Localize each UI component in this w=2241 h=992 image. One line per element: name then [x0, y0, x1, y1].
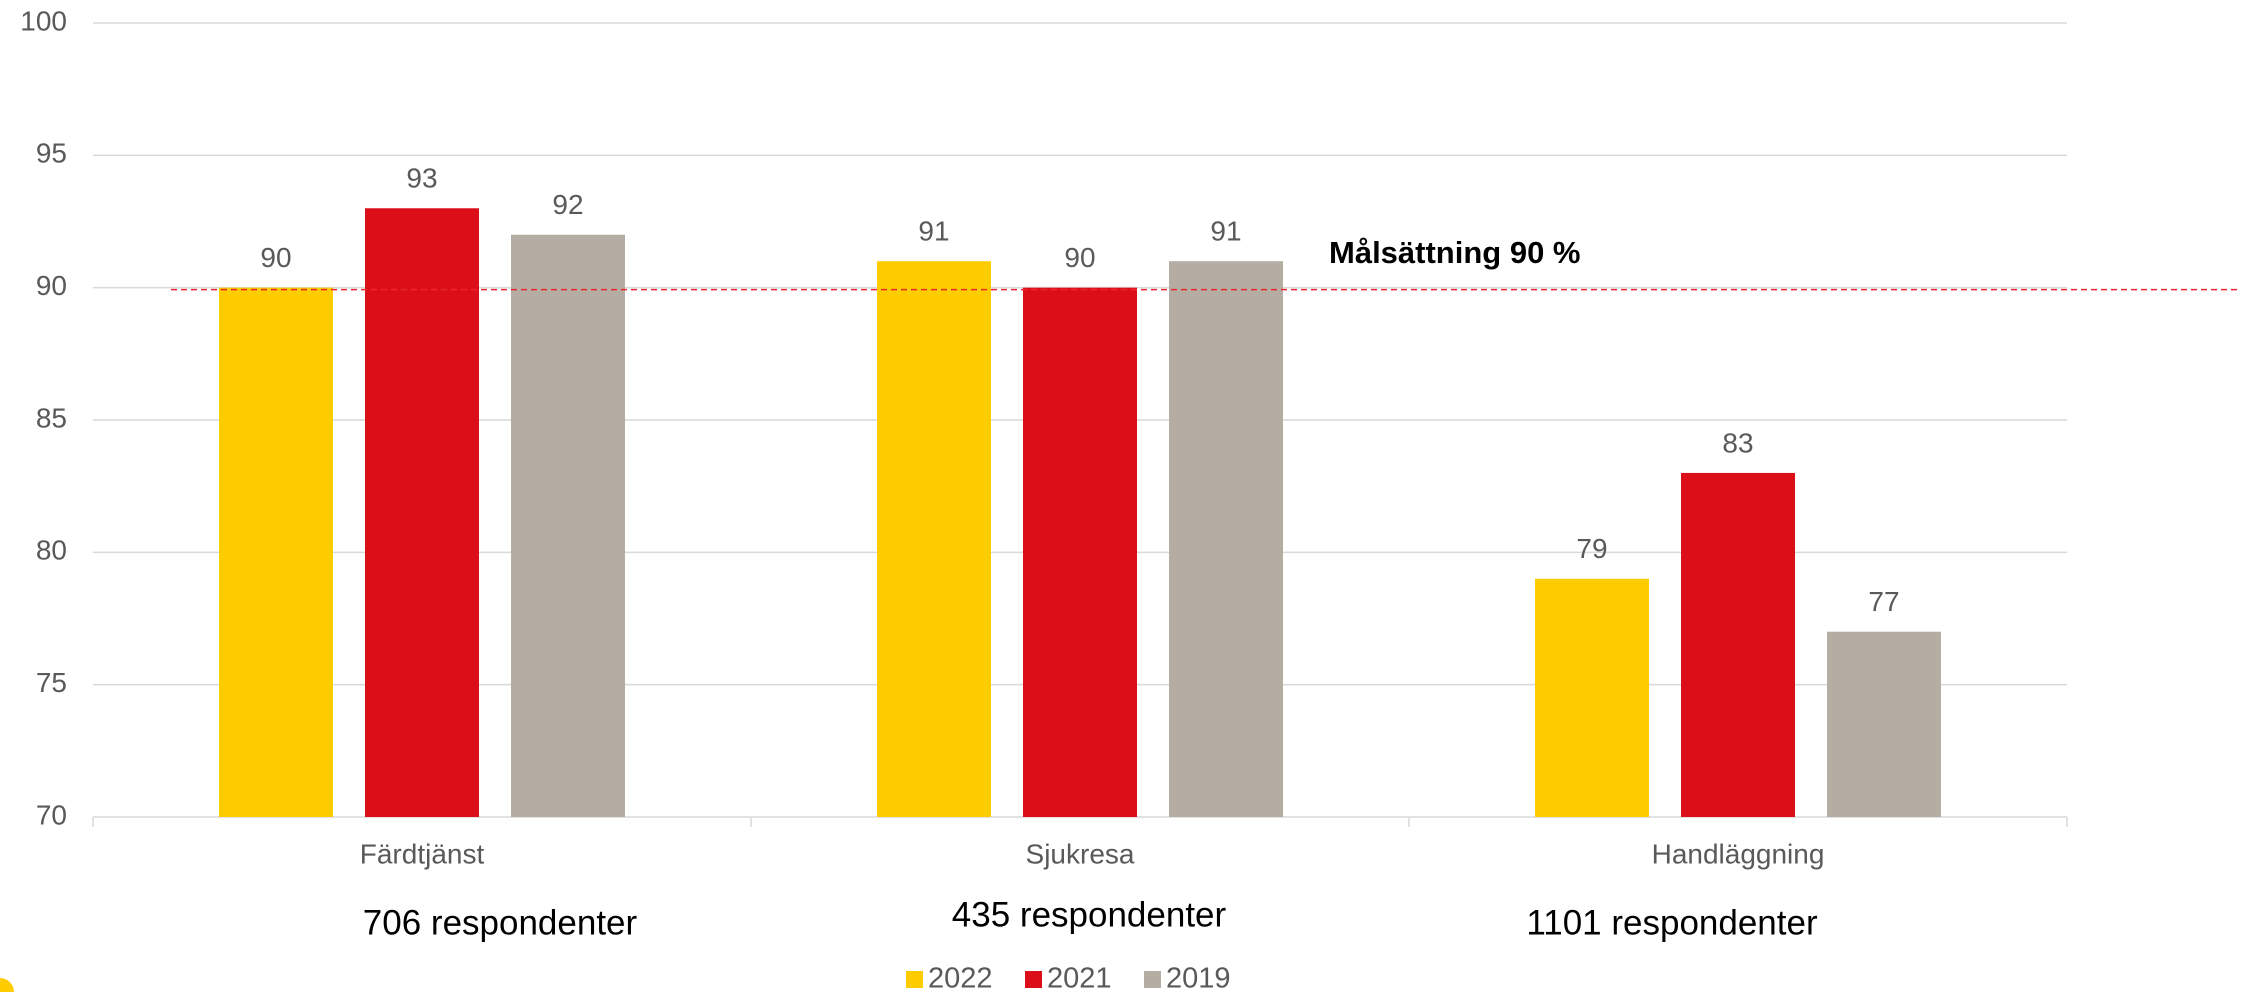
bar	[1023, 287, 1137, 818]
decoration	[0, 978, 14, 992]
legend-swatch	[1144, 971, 1161, 988]
legend-swatch	[906, 971, 923, 988]
value-label: 79	[1576, 533, 1607, 564]
value-label: 83	[1722, 427, 1753, 458]
x-tick-label: Färdtjänst	[360, 838, 485, 869]
y-tick-label: 100	[20, 5, 67, 36]
value-label: 90	[1064, 242, 1095, 273]
value-label: 90	[260, 242, 291, 273]
value-label: 92	[552, 189, 583, 220]
y-tick-label: 85	[36, 402, 67, 433]
legend-label: 2021	[1047, 963, 1112, 992]
y-tick-label: 95	[36, 138, 67, 169]
bar	[219, 287, 333, 818]
value-label: 91	[918, 216, 949, 247]
value-label: 91	[1210, 216, 1241, 247]
legend-swatch	[1025, 971, 1042, 988]
x-tick-label: Handläggning	[1652, 838, 1825, 869]
y-tick-label: 75	[36, 667, 67, 698]
bar	[877, 261, 991, 817]
legend-label: 2019	[1166, 963, 1231, 992]
bar	[1827, 631, 1941, 817]
x-tick-label: Sjukresa	[1026, 838, 1135, 869]
legend-label: 2022	[928, 963, 993, 992]
annotation: 435 respondenter	[952, 895, 1227, 934]
value-label: 93	[406, 163, 437, 194]
bar	[365, 208, 479, 817]
bar	[1681, 472, 1795, 817]
value-label: 77	[1868, 586, 1899, 617]
target-label: Målsättning 90 %	[1329, 235, 1581, 270]
annotation: 706 respondenter	[363, 903, 638, 942]
annotation: 1101 respondenter	[1526, 903, 1818, 942]
y-tick-label: 90	[36, 270, 67, 301]
y-tick-label: 70	[36, 799, 67, 830]
bar	[511, 234, 625, 817]
y-tick-label: 80	[36, 535, 67, 566]
bar	[1169, 261, 1283, 817]
bar	[1535, 578, 1649, 817]
